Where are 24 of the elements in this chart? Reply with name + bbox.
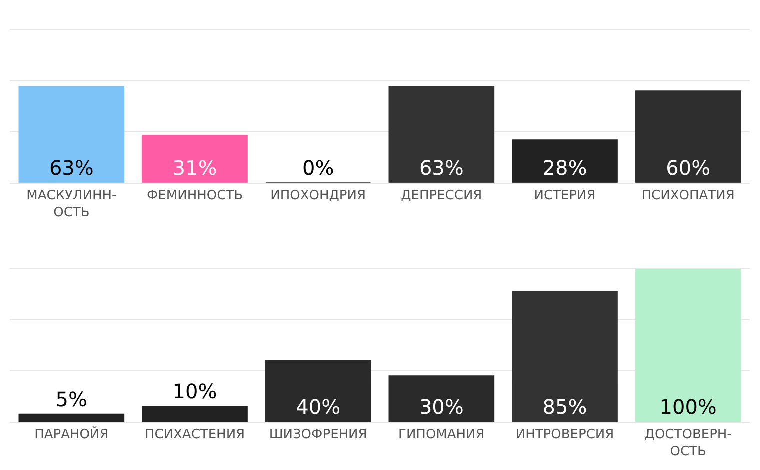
data-label: 60% <box>666 156 711 180</box>
x-tick-label: МАСКУЛИНН- ОСТЬ <box>26 188 118 220</box>
x-tick-label: ПСИХОПАТИЯ <box>642 188 735 204</box>
x-tick-label: ПАРАНОЙЯ <box>34 426 109 443</box>
x-tick-label: ДОСТОВЕРН- ОСТЬ <box>644 428 732 460</box>
data-label: 30% <box>419 395 464 419</box>
data-label: 63% <box>49 156 94 180</box>
data-label: 0% <box>302 156 334 180</box>
x-tick-label: ИНТРОВЕРСИЯ <box>516 428 614 443</box>
x-tick-label: ИПОХОНДРИЯ <box>270 188 366 204</box>
x-tick-label: ГИПОМАНИЯ <box>398 428 485 443</box>
x-tick-label: ПСИХАСТЕНИЯ <box>144 428 246 443</box>
data-label: 100% <box>660 395 717 419</box>
x-tick-label: ДЕПРЕССИЯ <box>401 188 482 204</box>
data-label: 5% <box>56 387 88 412</box>
data-label: 40% <box>296 395 341 419</box>
x-tick-label: ИСТЕРИЯ <box>534 188 596 204</box>
x-tick-label: ШИЗОФРЕНИЯ <box>269 428 368 443</box>
x-tick-label: ФЕМИННОСТЬ <box>146 188 244 204</box>
data-label: 10% <box>172 380 218 404</box>
data-label: 28% <box>542 156 588 180</box>
data-label: 85% <box>542 395 588 419</box>
data-label: 31% <box>172 156 218 180</box>
data-label: 63% <box>419 156 464 180</box>
